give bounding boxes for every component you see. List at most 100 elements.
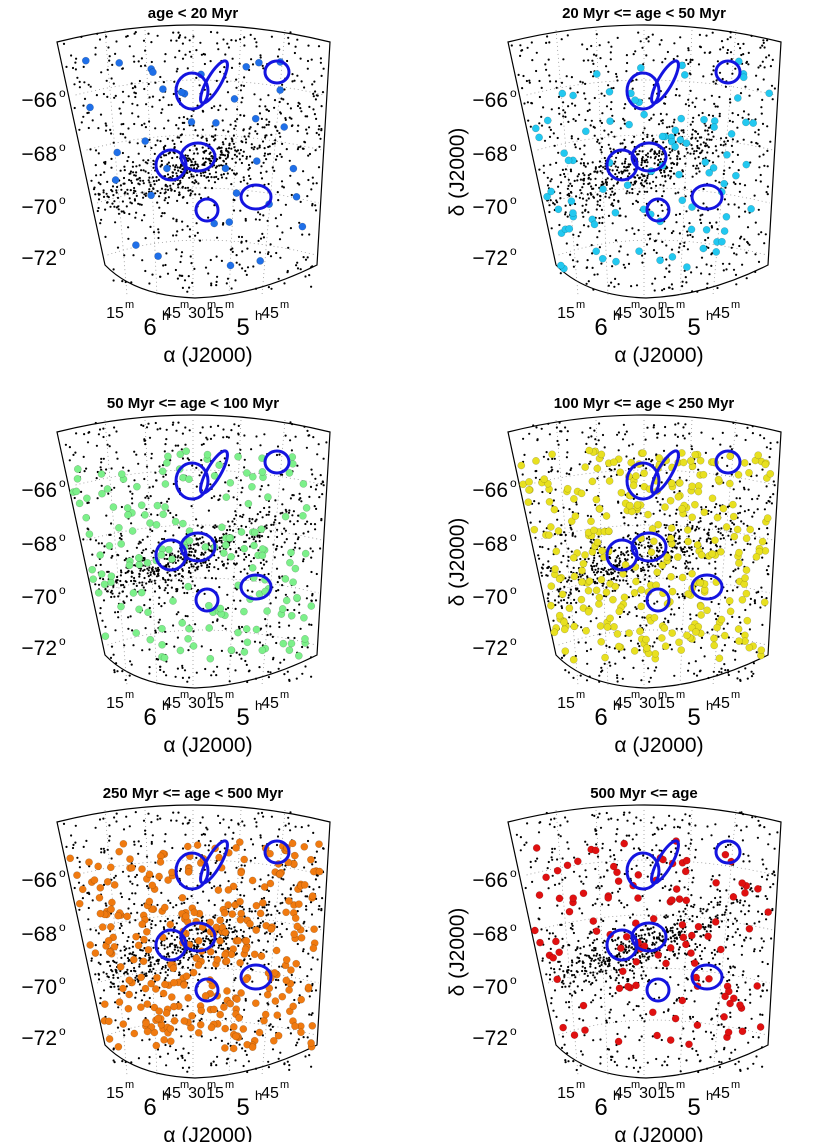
- cluster-point: [757, 646, 766, 655]
- cluster-point: [158, 467, 167, 476]
- cluster-point: [584, 607, 593, 616]
- cluster-point: [287, 639, 296, 648]
- cluster-point: [677, 114, 686, 123]
- cluster-point: [708, 494, 717, 503]
- cluster-point: [125, 561, 134, 570]
- cluster-point: [293, 922, 302, 931]
- cluster-point: [287, 966, 295, 974]
- cluster-point: [185, 475, 193, 484]
- age-group-points: [517, 446, 775, 664]
- cluster-point: [761, 460, 770, 469]
- cluster-point: [162, 459, 171, 467]
- cluster-point: [726, 607, 735, 616]
- cluster-point: [678, 196, 687, 205]
- cluster-point: [279, 639, 288, 648]
- ra-minute-mark: m: [731, 299, 740, 311]
- cluster-point: [592, 495, 601, 504]
- cluster-point: [100, 1000, 109, 1009]
- cluster-point: [666, 1036, 675, 1044]
- cluster-point: [137, 588, 146, 597]
- region-ellipse: [625, 71, 661, 111]
- cluster-point: [567, 197, 576, 206]
- cluster-point: [716, 547, 725, 556]
- cluster-point: [569, 91, 577, 100]
- cluster-point: [232, 844, 240, 852]
- cluster-point: [633, 500, 642, 509]
- cluster-point: [563, 484, 572, 493]
- cluster-point: [688, 203, 696, 211]
- cluster-point: [525, 486, 533, 494]
- ra-hour-mark: h: [255, 698, 262, 713]
- ra-minor-label: 45: [163, 695, 181, 712]
- ra-minute-mark: m: [225, 299, 234, 311]
- cluster-point: [598, 546, 606, 555]
- cluster-point: [267, 925, 276, 933]
- cluster-point: [66, 854, 75, 863]
- panel-1: age < 20 Myr−66 o−68 o−70 o−72 o15 m6 h45 m30 m1…: [21, 5, 331, 367]
- degree-mark: o: [59, 244, 66, 258]
- cluster-point: [184, 582, 193, 591]
- cluster-point: [294, 651, 303, 660]
- ra-hour-mark: h: [162, 698, 169, 713]
- cluster-point: [668, 253, 677, 261]
- cluster-point: [536, 938, 544, 947]
- cluster-point: [117, 540, 126, 548]
- region-ellipse: [714, 59, 742, 85]
- region-ellipse: [630, 531, 668, 563]
- cluster-point: [724, 1028, 733, 1037]
- cluster-point: [558, 89, 567, 98]
- cluster-point: [535, 891, 544, 899]
- cluster-point: [615, 984, 624, 993]
- cluster-point: [204, 601, 213, 610]
- cluster-point: [590, 220, 599, 229]
- cluster-point: [683, 631, 691, 640]
- cluster-point: [678, 996, 687, 1005]
- cluster-point: [141, 137, 150, 145]
- cluster-point: [595, 505, 604, 513]
- cluster-point: [274, 1031, 283, 1040]
- cluster-point: [746, 525, 755, 534]
- cluster-point: [146, 519, 154, 527]
- ra-major-label: 6: [594, 314, 607, 341]
- ra-minute-mark: m: [576, 1079, 585, 1091]
- cluster-point: [129, 589, 138, 597]
- cluster-point: [147, 191, 155, 200]
- cluster-point: [648, 525, 657, 533]
- cluster-point: [722, 212, 731, 221]
- region-ellipse: [239, 183, 273, 211]
- cluster-point: [290, 851, 299, 860]
- cluster-point: [132, 241, 140, 249]
- cluster-point: [559, 1023, 567, 1032]
- panel-4: 100 Myr <= age < 250 Myr−66 o−68 o−70 o−72 o…: [446, 395, 782, 757]
- cluster-point: [225, 534, 234, 542]
- cluster-point: [281, 575, 290, 583]
- cluster-point: [237, 868, 245, 877]
- cluster-point: [656, 256, 664, 265]
- ra-major-label: 5: [236, 1094, 249, 1121]
- dec-tick-label: −66: [472, 869, 508, 892]
- cluster-point: [691, 500, 699, 509]
- cluster-point: [579, 559, 588, 568]
- cluster-point: [657, 634, 666, 642]
- cluster-point: [258, 899, 267, 907]
- cluster-point: [188, 1011, 196, 1020]
- cluster-point: [291, 1022, 299, 1031]
- cluster-point: [240, 648, 249, 656]
- cluster-point: [103, 877, 112, 886]
- cluster-point: [139, 957, 148, 966]
- cluster-point: [658, 561, 667, 570]
- cluster-point: [134, 553, 143, 562]
- cluster-point: [161, 980, 169, 989]
- cluster-point: [766, 469, 775, 478]
- cluster-point: [617, 944, 625, 953]
- cluster-point: [605, 477, 614, 485]
- cluster-point: [630, 647, 639, 655]
- cluster-point: [717, 615, 726, 624]
- panel-title: 50 Myr <= age < 100 Myr: [107, 395, 279, 412]
- cluster-point: [229, 1023, 238, 1031]
- cluster-point: [133, 482, 141, 491]
- cluster-point: [315, 867, 324, 876]
- degree-mark: o: [59, 866, 66, 880]
- cluster-point: [565, 224, 574, 233]
